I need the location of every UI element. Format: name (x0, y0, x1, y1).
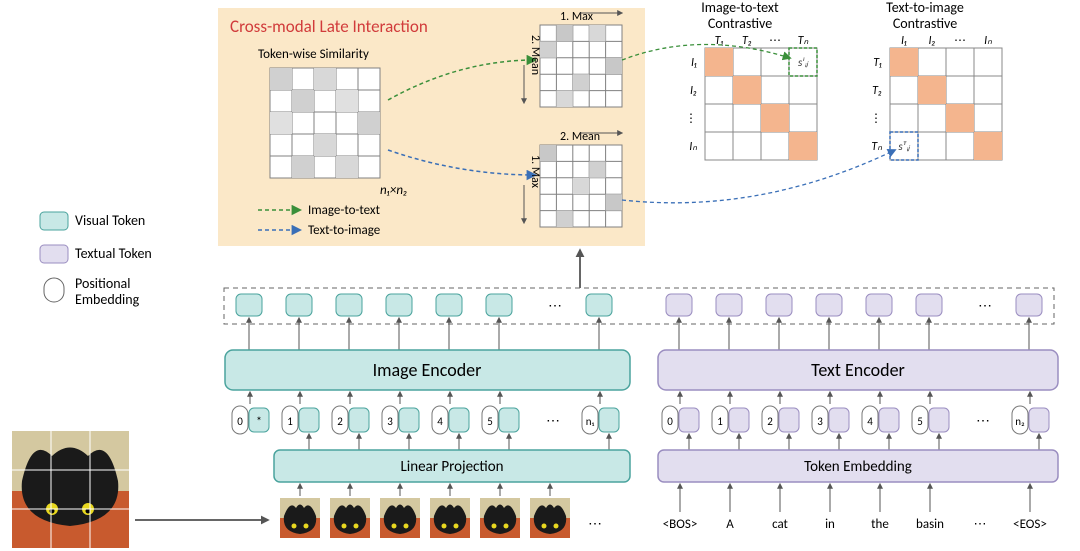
svg-text:T₁: T₁ (873, 56, 882, 70)
svg-text:Contrastive: Contrastive (708, 15, 772, 32)
legend: Visual Token Textual Token Positional Em… (40, 212, 152, 308)
svg-text:4: 4 (867, 415, 873, 428)
svg-text:cat: cat (772, 517, 788, 532)
legend-textual: Textual Token (75, 245, 152, 262)
svg-text:⋮: ⋮ (870, 112, 882, 126)
svg-text:n₁: n₁ (586, 415, 595, 428)
svg-text:3: 3 (817, 415, 823, 428)
svg-text:basin: basin (916, 517, 944, 532)
diagram: Visual Token Textual Token Positional Em… (0, 0, 1080, 551)
image-patches: ⋯ (280, 484, 602, 538)
svg-text:T₂: T₂ (742, 34, 752, 48)
sim-dim: n₁×n₂ (380, 183, 407, 198)
svg-text:I₁: I₁ (691, 56, 697, 70)
svg-text:⋯: ⋯ (974, 517, 987, 532)
svg-text:T₂: T₂ (872, 84, 882, 98)
svg-text:1: 1 (717, 415, 723, 428)
svg-text:3: 3 (387, 415, 393, 428)
svg-text:in: in (825, 517, 835, 532)
svg-text:Iₙ: Iₙ (689, 140, 697, 154)
svg-text:⋯: ⋯ (954, 34, 966, 48)
image-token-pairs: 0 * 1 2 3 4 5 ⋯ n₁ (232, 392, 619, 450)
contrastive-t2i: Text-to-image Contrastive I₁ I₂ ⋯ Iₙ T₁ … (870, 0, 1002, 160)
image-tokens-out: ⋯ (236, 294, 612, 350)
image-encoder-label: Image Encoder (373, 359, 482, 381)
svg-text:n₂: n₂ (1015, 415, 1025, 428)
svg-text:⋮: ⋮ (685, 112, 697, 126)
cat-image (12, 431, 129, 548)
contrastive-i2t: Image-to-text Contrastive T₁ T₂ ⋯ Tₙ I₁ … (685, 0, 817, 160)
linear-projection-label: Linear Projection (400, 458, 503, 476)
svg-text:⋯: ⋯ (548, 297, 562, 314)
svg-text:I₂: I₂ (928, 34, 935, 48)
svg-text:Text-to-image: Text-to-image (308, 223, 380, 238)
svg-text:A: A (726, 517, 734, 532)
sim-label: Token-wise Similarity (258, 47, 369, 62)
text-inputs: <BOS> Acat in the basin ⋯ <EOS> (663, 484, 1047, 532)
svg-text:the: the (871, 517, 889, 532)
crossmodal-title: Cross-modal Late Interaction (230, 16, 428, 37)
svg-text:2. Mean: 2. Mean (560, 130, 600, 144)
svg-text:Image-to-text: Image-to-text (701, 0, 779, 16)
svg-text:1: 1 (287, 415, 293, 428)
svg-text:*: * (256, 415, 262, 429)
svg-text:sᵀᵢⱼ: sᵀᵢⱼ (898, 140, 910, 153)
svg-text:1. Max: 1. Max (560, 10, 594, 24)
text-token-pairs: 0 1 2 3 4 5 ⋯ n₂ (662, 392, 1049, 450)
svg-text:I₂: I₂ (690, 84, 697, 98)
svg-text:0: 0 (667, 415, 673, 428)
svg-text:T₁: T₁ (715, 34, 724, 48)
svg-text:2: 2 (337, 415, 343, 428)
svg-text:⋯: ⋯ (769, 34, 781, 48)
legend-pos2: Embedding (75, 291, 140, 308)
svg-text:2: 2 (767, 415, 773, 428)
svg-text:Iₙ: Iₙ (984, 34, 992, 48)
legend-visual: Visual Token (75, 212, 145, 229)
svg-text:Image-to-text: Image-to-text (308, 203, 381, 218)
svg-text:0: 0 (237, 415, 243, 428)
svg-text:4: 4 (437, 415, 443, 428)
token-embedding-label: Token Embedding (804, 458, 912, 476)
svg-text:Contrastive: Contrastive (893, 15, 957, 32)
sim-grid (270, 68, 380, 178)
svg-text:⋯: ⋯ (976, 412, 990, 429)
svg-text:Text-to-image: Text-to-image (886, 0, 964, 16)
svg-text:⋯: ⋯ (546, 412, 560, 429)
text-encoder-label: Text Encoder (811, 359, 905, 381)
svg-text:sⁱᵢⱼ: sⁱᵢⱼ (798, 56, 809, 69)
svg-text:⋯: ⋯ (978, 297, 992, 314)
svg-text:5: 5 (487, 415, 493, 428)
svg-text:<BOS>: <BOS> (663, 517, 698, 532)
svg-text:⋯: ⋯ (588, 515, 602, 532)
svg-text:<EOS>: <EOS> (1013, 517, 1047, 532)
svg-text:Tₙ: Tₙ (798, 34, 809, 48)
svg-text:I₁: I₁ (901, 34, 907, 48)
legend-pos1: Positional (75, 275, 130, 292)
svg-text:Tₙ: Tₙ (871, 140, 882, 154)
text-tokens-out: ⋯ (666, 294, 1042, 350)
svg-text:5: 5 (917, 415, 923, 428)
